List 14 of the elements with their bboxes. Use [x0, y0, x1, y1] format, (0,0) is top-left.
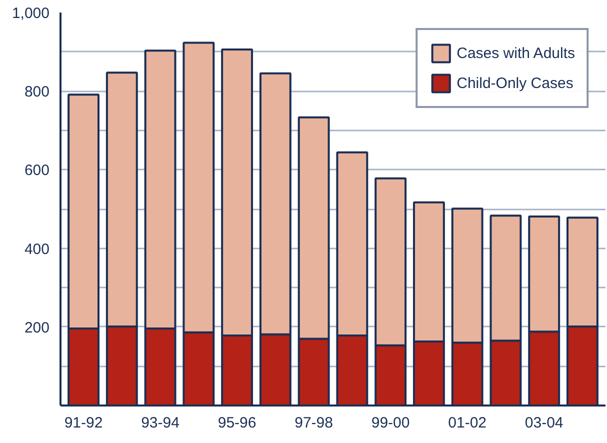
x-tick-label: 99-00 — [371, 414, 410, 432]
y-tick-label: 1,000 — [12, 5, 50, 22]
y-tick-label: 400 — [24, 240, 50, 258]
x-tick-label: 95-96 — [218, 414, 256, 432]
y-tick-label: 600 — [24, 162, 50, 180]
x-tick-label: 03-04 — [524, 414, 564, 432]
x-tick-label: 01-02 — [448, 414, 487, 432]
y-tick-label: 200 — [24, 319, 50, 336]
legend-label: Child-Only Cases — [456, 74, 574, 92]
y-tick-label: 800 — [24, 84, 50, 101]
x-tick-label: 93-94 — [141, 414, 180, 432]
x-tick-label: 91-92 — [64, 414, 103, 432]
x-tick-label: 97-98 — [294, 414, 334, 432]
legend-label: Cases with Adults — [456, 44, 575, 62]
